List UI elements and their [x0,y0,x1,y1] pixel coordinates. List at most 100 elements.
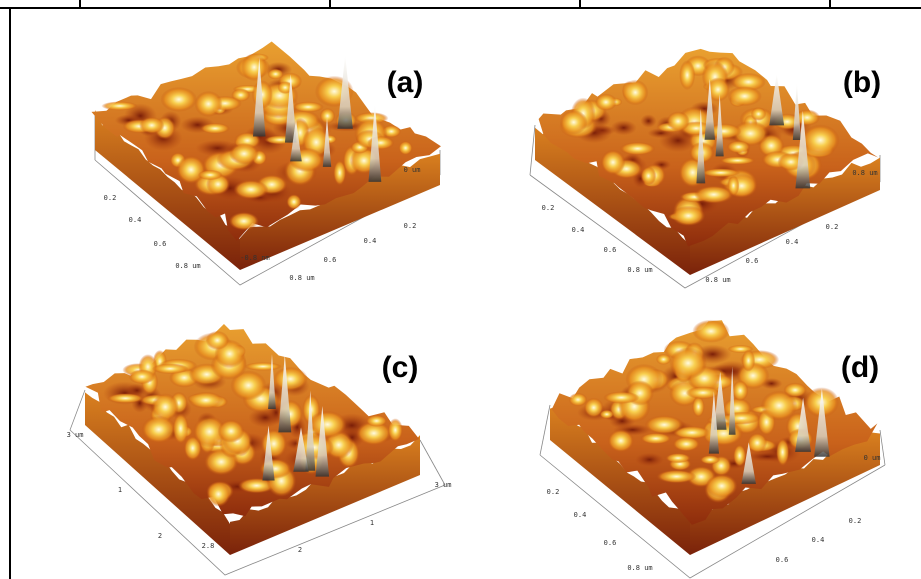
surface-grain [685,386,721,400]
axis-tick-label: 0.2 [104,194,117,202]
surface-grain [599,409,614,419]
surface-grain [273,366,308,392]
surface-grain [197,169,223,181]
axis-tick-label: 0.4 [364,237,377,245]
axis-tick-label: 0.4 [129,216,142,224]
surface-spike [305,390,316,471]
surface-grain [619,142,656,156]
surface-grain [640,166,657,186]
surface-grain [200,122,231,134]
surface-grain [233,179,269,200]
surface-grain [672,436,700,452]
surface-pit [640,114,657,128]
axis-tick-label: 0.8 um [705,276,730,284]
surface-grain [726,140,751,154]
surface-grain [655,353,672,365]
surface-grain [267,68,284,80]
axis-line [419,439,446,486]
surface-grain [665,453,691,464]
axis-tick-label: 0.6 [604,539,617,547]
surface-grain [706,77,730,102]
surface-grain [387,418,403,442]
surface-wall [95,110,240,270]
surface-grain [241,53,268,82]
surface-spike [708,391,720,454]
surface-spike [769,73,785,126]
surface-spike [795,397,812,452]
axis-tick-label: 0.8 um [627,564,652,572]
panel-label: (d) [841,351,879,384]
axis-tick-label: 0.2 [547,488,560,496]
afm-panel: 0.2 0.4 0.6 0.8 um 0.6 0.4 0.2 0 um (d) [539,319,886,579]
axis-tick-label: 2.8 [202,542,215,550]
surface-grain [794,109,821,126]
surface-spike [368,103,382,182]
surface-grain [705,473,738,499]
surface-grain [741,349,756,372]
afm-panel: 0.2 0.4 0.6 0.8 um 0.8 um 0.6 0.4 0.2 0.8 um (b) [529,48,881,289]
panel-label: (b) [843,66,881,99]
surface-pit [634,452,665,467]
surface-grain [308,410,347,439]
axis-tick-label: 3 um [435,481,452,489]
surface-grain [559,109,588,135]
surface-grain [801,124,840,156]
axis-tick-label: 1 [118,486,122,494]
axis-tick-label: 0.4 [812,536,825,544]
axis-tick-label: 0.6 [324,256,337,264]
surface-grain [692,319,730,343]
surface-grain [106,393,144,404]
axis-tick-label: 0.6 [746,257,759,265]
surface-grain [568,392,588,407]
axis-tick-label: 0.8 um [852,169,877,177]
surface-grain [694,185,734,204]
surface-grain [700,455,721,465]
surface-grain [733,444,747,467]
surface-wall [230,435,420,555]
surface-wall [690,432,880,555]
axis-tick-label: 0.2 [404,222,417,230]
surface-grain [151,363,189,375]
axis-tick-label: 0.8 um [627,266,652,274]
axis-tick-label: 1 [370,519,374,527]
axis-line [529,124,536,176]
surface-grain [229,142,259,165]
axis-line [539,404,551,456]
surface-grain [176,155,206,184]
surface-wall [690,157,880,275]
surface-grain [600,149,626,175]
surface-pit [610,120,637,136]
surface-grain [679,60,696,90]
surface-grain [367,135,395,150]
surface-spike [696,109,706,184]
surface-grain [139,116,165,134]
surface-grain [277,81,293,94]
axis-tick-label: -0.8 nm [240,254,270,262]
axis-line [69,389,86,431]
axis-tick-label: 2 [158,532,162,540]
axis-tick-label: 0.6 [604,246,617,254]
surface-spike [728,366,736,435]
surface-grain [356,421,392,446]
surface-grain [727,86,762,107]
surface-spike [315,405,330,477]
surface-grain [228,212,259,231]
surface-grain [732,120,769,147]
panel-label: (c) [382,351,419,384]
surface-grain [230,370,267,401]
surface-wall [535,127,690,275]
surface-grain [333,159,347,186]
surface-spike [252,57,266,137]
surface-grain [692,395,705,418]
surface-spike [284,74,297,143]
surface-grain [666,111,690,132]
axis-tick-label: 0 um [864,454,881,462]
surface-grain [101,101,138,111]
axis-line [539,454,886,579]
surface-spike [795,110,811,189]
axis-tick-label: 0.2 [826,223,839,231]
surface-grain [622,79,649,106]
axis-tick-label: 0.8 um [175,262,200,270]
